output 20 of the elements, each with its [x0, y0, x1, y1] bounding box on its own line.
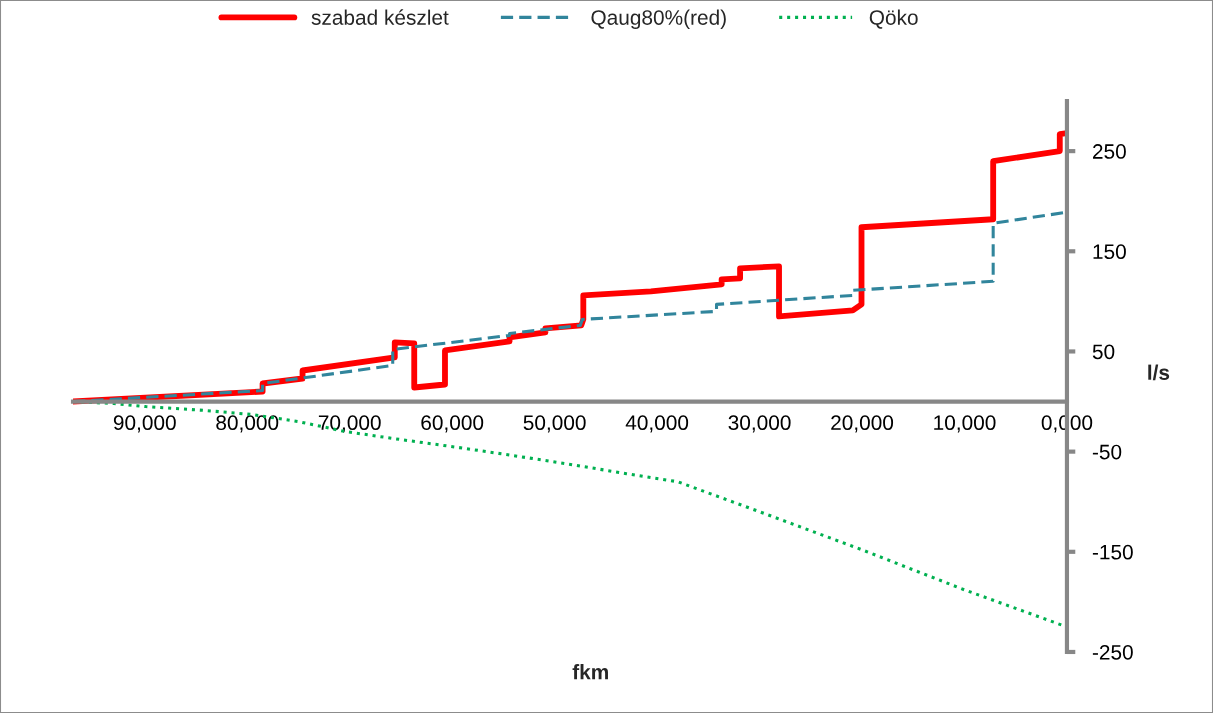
legend-label: Qöko [869, 9, 918, 29]
y-tick-label: 250 [1093, 144, 1126, 159]
x-tick-label: 10,000 [934, 415, 996, 433]
legend-label: Qaug80%(red) [591, 9, 726, 30]
y-axis-title: l/s [1148, 364, 1170, 381]
y-tick-label: 150 [1093, 244, 1126, 260]
x-axis-title: fkm [572, 664, 608, 680]
x-tick-label: 90,000 [113, 415, 176, 433]
x-tick-label: 40,000 [625, 415, 689, 433]
y-tick-label: -250 [1092, 644, 1133, 660]
y-tick-label: -150 [1092, 544, 1133, 560]
legend-label: szabad készlet [311, 9, 449, 25]
x-tick-label: 50,000 [523, 415, 586, 433]
x-tick-label: 30,000 [728, 415, 791, 433]
y-tick-label: -50 [1092, 444, 1122, 460]
x-tick-label: 70,000 [318, 415, 381, 433]
x-tick-label: 80,000 [216, 415, 279, 433]
x-tick-label: 60,000 [421, 415, 484, 433]
x-tick-label: 20,000 [831, 415, 894, 433]
y-tick-label: 50 [1092, 344, 1115, 360]
